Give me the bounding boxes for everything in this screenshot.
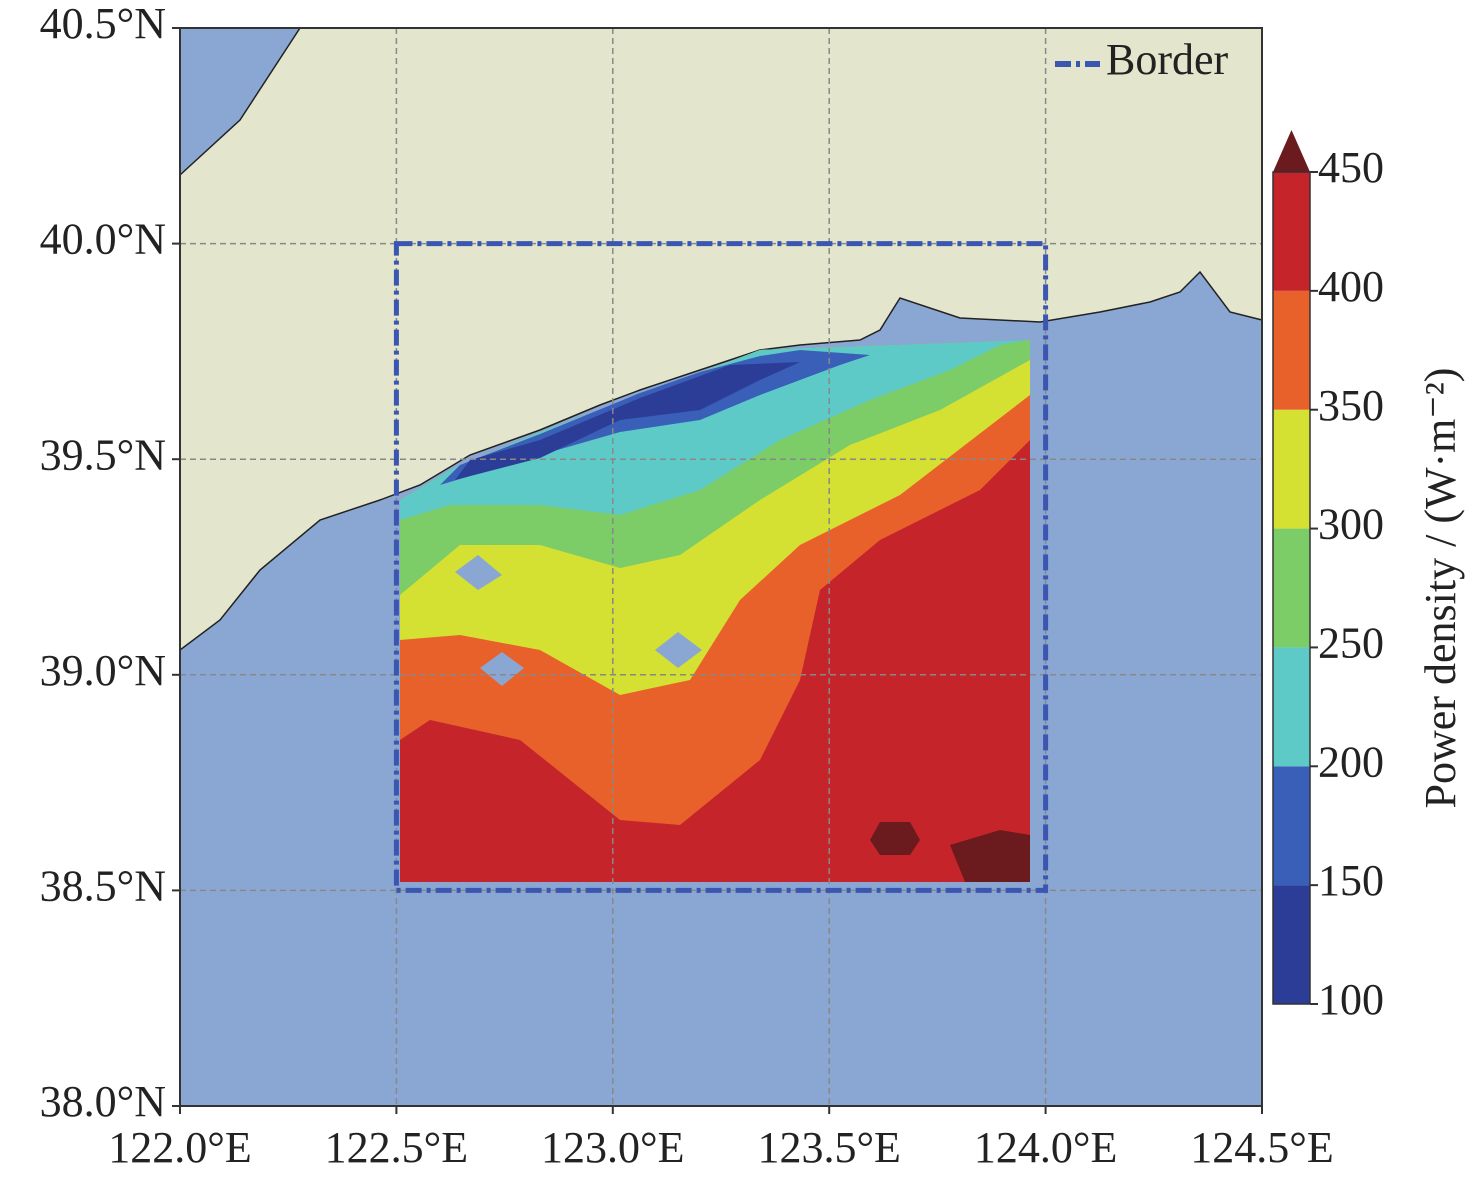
colorbar-tick-label: 350 bbox=[1318, 381, 1384, 430]
colorbar-segment bbox=[1273, 528, 1310, 648]
border-box bbox=[393, 241, 1049, 893]
colorbar-segment bbox=[1273, 172, 1310, 291]
colorbar-tick-label: 100 bbox=[1318, 975, 1384, 1024]
colorbar-segment bbox=[1273, 409, 1310, 529]
colorbar-tick-label: 400 bbox=[1318, 262, 1384, 311]
x-tick-label: 122.5°E bbox=[325, 1123, 468, 1172]
y-tick-label: 38.0°N bbox=[40, 1077, 166, 1126]
colorbar-frame bbox=[1272, 171, 1311, 1005]
y-tick-label: 40.5°N bbox=[40, 0, 166, 48]
colorbar-tick-label: 250 bbox=[1318, 619, 1384, 668]
y-tick-label: 39.0°N bbox=[40, 646, 166, 695]
x-tick-label: 124.5°E bbox=[1190, 1123, 1333, 1172]
power-density-field bbox=[400, 340, 1030, 882]
x-tick-label: 123.0°E bbox=[541, 1123, 684, 1172]
y-tick-label: 39.5°N bbox=[40, 430, 166, 479]
legend-label: Border bbox=[1106, 35, 1229, 84]
colorbar-segment bbox=[1273, 885, 1310, 1004]
colorbar-segment bbox=[1273, 647, 1310, 767]
y-tick-label: 38.5°N bbox=[40, 861, 166, 910]
x-tick-label: 123.5°E bbox=[757, 1123, 900, 1172]
colorbar-segment bbox=[1273, 290, 1310, 410]
plot-frame bbox=[179, 27, 1263, 1107]
colorbar-tick-label: 150 bbox=[1318, 856, 1384, 905]
colorbar-tick-label: 200 bbox=[1318, 737, 1384, 786]
x-tick-label: 124.0°E bbox=[974, 1123, 1117, 1172]
colorbar-tick-label: 450 bbox=[1318, 143, 1384, 192]
colorbar-tick-label: 300 bbox=[1318, 500, 1384, 549]
x-tick-label: 122.0°E bbox=[108, 1123, 251, 1172]
y-tick-label: 40.0°N bbox=[40, 215, 166, 264]
colorbar-segment bbox=[1273, 766, 1310, 886]
colorbar-extend bbox=[1273, 130, 1310, 172]
colorbar-label: Power density / (W·m⁻²) bbox=[1416, 368, 1465, 809]
land bbox=[179, 27, 1263, 652]
